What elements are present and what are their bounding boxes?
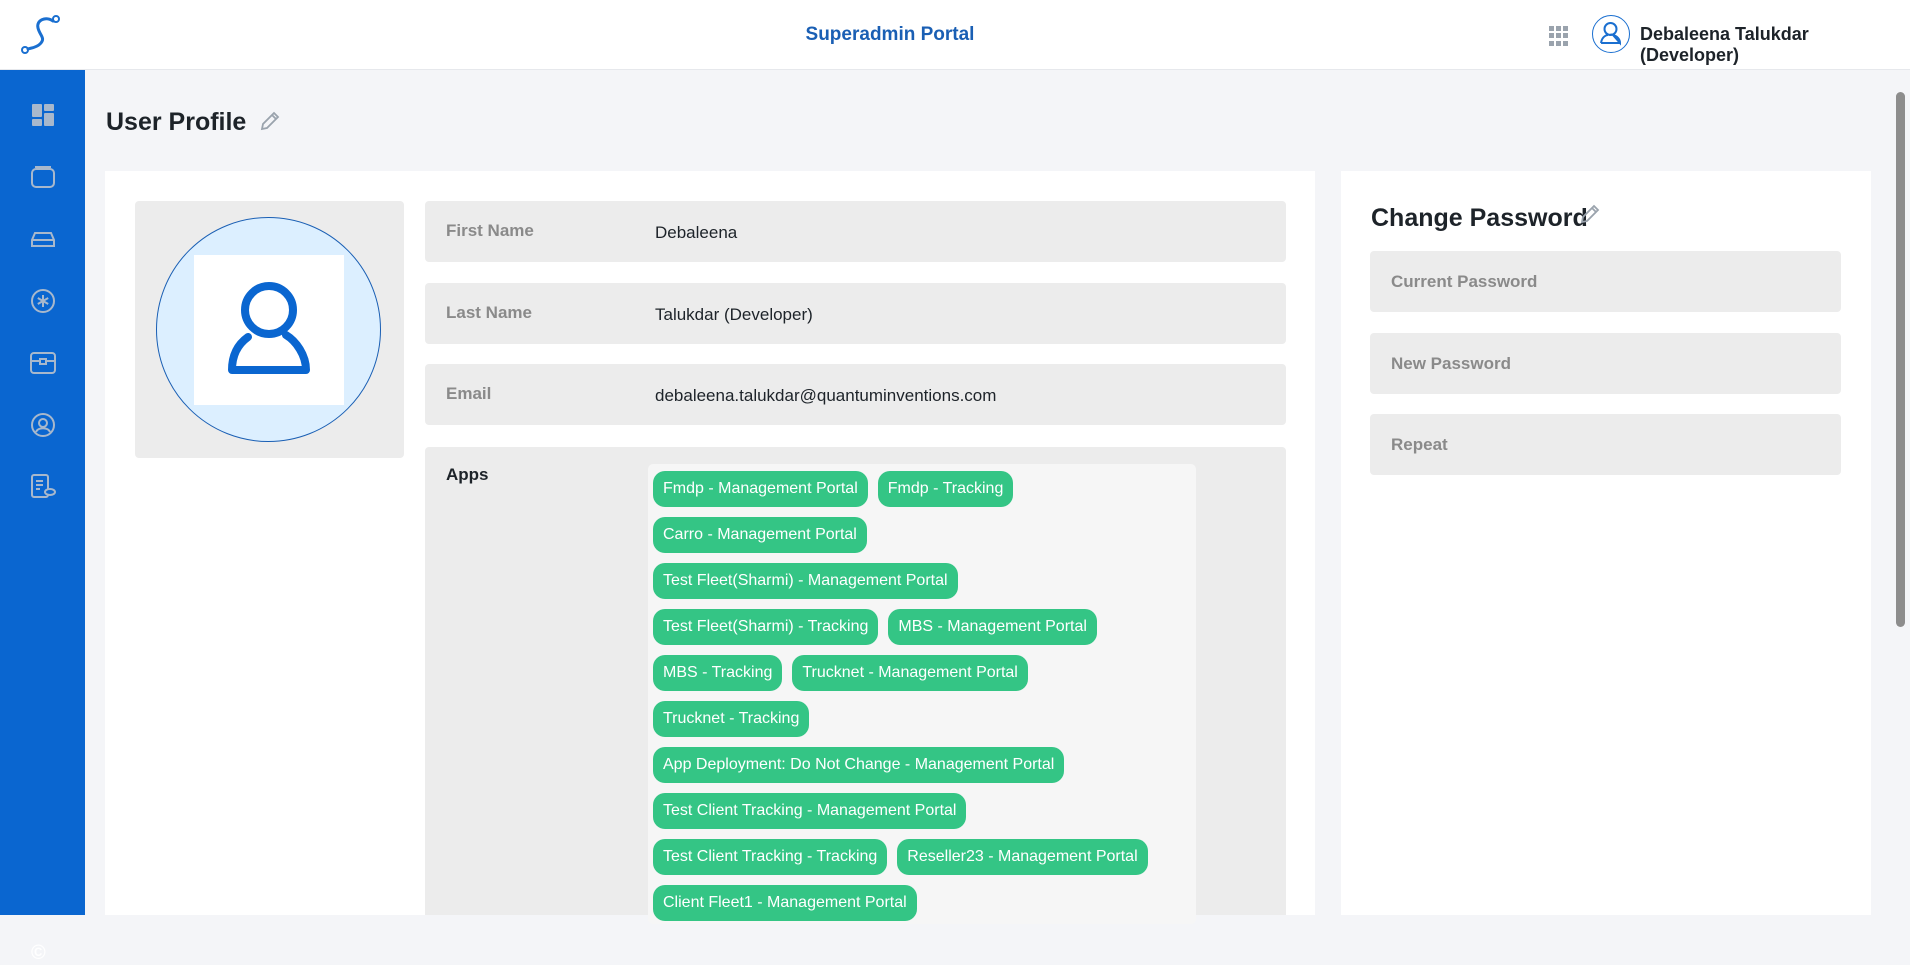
chip-row: Test Client Tracking - Management Portal [653,793,1191,829]
edit-password-pencil-icon[interactable] [1578,202,1602,226]
sidebar: © [0,70,85,964]
sidebar-item-settings[interactable] [28,287,58,315]
window-icon [31,166,55,188]
report-icon [31,474,56,498]
sidebar-item-users[interactable] [28,411,58,439]
app-chip: Trucknet - Management Portal [792,655,1028,691]
sidebar-item-dashboard[interactable] [28,101,58,129]
apps-chip-list: Fmdp - Management Portal Fmdp - Tracking C… [648,464,1196,924]
dashboard-icon [32,104,54,126]
first-name-label: First Name [446,221,534,240]
profile-avatar[interactable] [156,217,381,442]
apps-label: Apps [446,465,489,484]
last-name-field: Last Name Talukdar (Developer) [425,283,1286,344]
avatar-panel [135,201,404,458]
logo-icon[interactable] [16,12,64,58]
chip-row: Fmdp - Management Portal Fmdp - Tracking [653,471,1191,507]
change-password-title: Change Password [1371,204,1588,232]
car-icon [31,232,55,247]
app-chip: Trucknet - Tracking [653,701,810,737]
chip-row: MBS - Tracking Trucknet - Management Port… [653,655,1191,691]
user-icon [1600,22,1622,46]
sidebar-item-toolbox[interactable] [28,349,58,377]
chip-row: Test Client Tracking - Tracking Reseller2… [653,839,1191,875]
app-chip: Carro - Management Portal [653,517,867,553]
app-chip: Reseller23 - Management Portal [897,839,1148,875]
top-header: Superadmin Portal Debaleena Talukdar (De… [0,0,1910,70]
first-name-field: First Name Debaleena [425,201,1286,262]
app-grid-icon[interactable] [1549,26,1569,46]
snowflake-icon [31,289,55,313]
app-chip: Fmdp - Management Portal [653,471,868,507]
app-chip: Test Client Tracking - Management Portal [653,793,967,829]
chip-row: Test Fleet(Sharmi) - Management Portal [653,563,1191,599]
app-chip: Client Fleet1 - Management Portal [653,885,917,921]
email-label: Email [446,384,492,403]
sidebar-item-windows[interactable] [28,163,58,191]
edit-profile-pencil-icon[interactable] [258,109,282,133]
repeat-password-input[interactable] [1370,414,1841,475]
profile-user-icon [228,282,310,374]
user-circle-icon [31,413,55,437]
sidebar-item-reports[interactable] [28,473,58,501]
app-chip: Test Fleet(Sharmi) - Management Portal [653,563,958,599]
chip-row: Client Fleet1 - Management Portal [653,885,1191,921]
email-field: Email debaleena.talukdar@quantuminvention… [425,364,1286,425]
chip-row: App Deployment: Do Not Change - Manageme… [653,747,1191,783]
user-avatar[interactable] [1592,15,1630,53]
app-chip: MBS - Tracking [653,655,783,691]
app-chip: MBS - Management Portal [888,609,1097,645]
current-password-input[interactable] [1370,251,1841,312]
user-name[interactable]: Debaleena Talukdar (Developer) [1640,24,1809,65]
app-chip: Test Client Tracking - Tracking [653,839,888,875]
sidebar-item-vehicles[interactable] [28,225,58,253]
app-chip: Test Fleet(Sharmi) - Tracking [653,609,879,645]
chip-row: Carro - Management Portal [653,517,1191,553]
apps-field: Apps Fmdp - Management Portal Fmdp - Trac… [425,447,1286,924]
email-value: debaleena.talukdar@quantuminventions.com [655,386,997,405]
portal-title: Superadmin Portal [805,24,975,45]
page-title: User Profile [106,108,247,136]
scrollbar-thumb[interactable] [1896,92,1905,627]
toolbox-icon [30,352,56,374]
new-password-input[interactable] [1370,333,1841,394]
chip-row: Test Fleet(Sharmi) - Tracking MBS - Manag… [653,609,1191,645]
last-name-value: Talukdar (Developer) [655,305,813,324]
last-name-label: Last Name [446,303,532,322]
copyright-icon: © [31,942,46,964]
app-chip: App Deployment: Do Not Change - Manageme… [653,747,1065,783]
app-chip: Fmdp - Tracking [877,471,1014,507]
chip-row: Trucknet - Tracking [653,701,1191,737]
page-scrollbar[interactable] [1890,70,1910,915]
first-name-value: Debaleena [655,223,738,242]
